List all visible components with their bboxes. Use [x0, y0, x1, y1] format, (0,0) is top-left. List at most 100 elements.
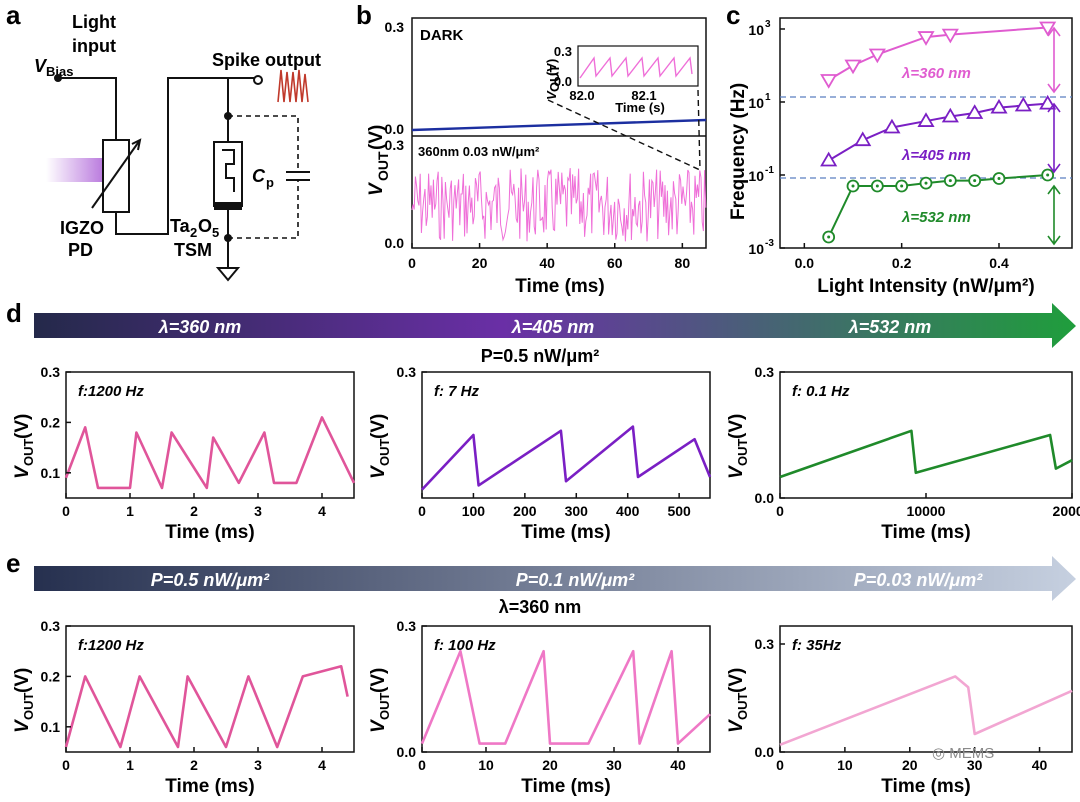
c-xtick-label: 0.2: [892, 255, 912, 271]
c-point-triangle-down: [941, 28, 959, 44]
e3-frame: [779, 625, 1073, 753]
d3-ylabel-v: V: [726, 465, 747, 479]
e2-freq-label: f: 100 Hz: [434, 637, 496, 654]
e1-ylabel-sub: OUT: [21, 693, 36, 721]
d2-plot: 0 100 200 300 400 500 0.3 f: 7 Hz Time (ms) VOUT …: [368, 364, 712, 543]
c-ytick-exp: -3: [765, 238, 774, 249]
d2-frame: [421, 371, 711, 499]
b-inset-ylabel-sub: OUT: [547, 65, 562, 93]
d3-xtick-label: 0: [776, 503, 784, 519]
arrow-head: [131, 138, 142, 151]
d2-xtick-label: 300: [565, 503, 589, 519]
spike-icon: [277, 69, 309, 103]
d2-xtick-label: 100: [462, 503, 486, 519]
c-point-triangle-up: [1039, 94, 1057, 110]
b-inset-xtick-2: 82.1: [631, 88, 656, 103]
c-ytick-exp: -1: [765, 165, 774, 176]
e3-ytick-label: 0.0: [755, 744, 775, 760]
ground-icon: [215, 267, 241, 282]
d-power-label: P=0.5 nW/μm²: [481, 346, 600, 366]
d1-ylabel-sub: OUT: [21, 439, 36, 467]
panel-label-a: a: [6, 0, 21, 30]
tsm-sub-2: 2: [190, 225, 197, 240]
b-plot-frame: [411, 17, 707, 249]
c-label-405: λ=405 nm: [901, 147, 971, 164]
d1-xlabel: Time (ms): [165, 522, 254, 543]
c-ytick-exp: 1: [765, 92, 771, 103]
e1-ylabel-v: V: [12, 719, 33, 733]
d1-ylabel-unit: (V): [12, 414, 33, 439]
d3-xlabel: Time (ms): [881, 522, 970, 543]
e2-xtick-label: 20: [542, 757, 558, 773]
e2-xtick-label: 40: [670, 757, 686, 773]
tsm-symbol: [222, 149, 235, 192]
d2-xlabel: Time (ms): [521, 522, 610, 543]
e2-ylabel-v: V: [368, 719, 389, 733]
d1-xtick-label: 1: [126, 503, 134, 519]
cp-label: C: [252, 166, 266, 186]
d2-xtick-label: 200: [513, 503, 537, 519]
panel-label-b: b: [356, 0, 372, 30]
cp-dashed-wire: [228, 115, 299, 239]
c-point-triangle-up: [966, 104, 984, 119]
tsm-label-2: TSM: [174, 240, 212, 260]
b-xtick-label: 0: [408, 255, 416, 271]
c-ytick-exp: 3: [765, 19, 771, 30]
c-label-360: λ=360 nm: [901, 65, 971, 82]
b-ytick-bot-1: 0.3: [385, 137, 405, 153]
c-x-ticks: 0.0 0.2 0.4: [795, 243, 1009, 271]
cp-subscript: p: [266, 175, 274, 190]
e3-freq-label: f: 35Hz: [792, 637, 842, 654]
output-terminal: [253, 75, 263, 85]
variable-arrow: [91, 139, 141, 209]
c-point-dot: [900, 184, 904, 188]
c-point-dot: [948, 179, 952, 183]
c-point-dot: [851, 184, 855, 188]
b-inset-ytick-2: 0.0: [554, 74, 572, 89]
tsm-label-o: O: [198, 216, 212, 236]
b-xtick-label: 20: [472, 255, 488, 271]
b-ytick-top-2: 0.0: [385, 121, 405, 137]
e3-ylabel-v: V: [726, 719, 747, 733]
b-inset-ytick-1: 0.3: [554, 44, 572, 59]
b-spike-trace: [411, 168, 707, 242]
tsm-sub-5: 5: [212, 225, 219, 240]
c-series: [820, 21, 1057, 244]
d2-ylabel-sub: OUT: [377, 439, 392, 467]
e3-ytick-label: 0.3: [755, 636, 775, 652]
d3-ytick-label: 0.0: [755, 490, 775, 506]
wire-bias: [58, 77, 117, 140]
e2-xtick-label: 0: [418, 757, 426, 773]
d1-ylabel-v: V: [12, 465, 33, 479]
c-point-dot: [875, 184, 879, 188]
igzo-photodiode: [102, 139, 130, 213]
c-series-line: [827, 173, 1048, 238]
e1-trace: [64, 664, 349, 749]
vbias-subscript: Bias: [46, 64, 73, 79]
b-xtick-label: 60: [607, 255, 623, 271]
b-zoom-line-2: [697, 89, 701, 171]
tsm-bar: [214, 202, 242, 210]
e-grad-label-3: P=0.03 nW/μm²: [854, 570, 983, 590]
b-inset-xtick-1: 82.0: [569, 88, 594, 103]
c-point-triangle-up: [941, 107, 959, 123]
c-point-triangle-down: [820, 74, 838, 89]
b-zoom-line-1: [547, 99, 701, 171]
b-inset-xlabel: Time (s): [615, 100, 665, 115]
b-ylabel-v: V: [366, 182, 387, 196]
c-ytick-base: 10: [748, 22, 764, 38]
b-inset-frame: [577, 45, 699, 87]
c-point-dot: [827, 235, 831, 239]
e3-ylabel-unit: (V): [726, 668, 747, 693]
e3-ylabel-sub: OUT: [735, 693, 750, 721]
d-grad-label-1: λ=360 nm: [158, 317, 242, 337]
c-xtick-label: 0.0: [795, 255, 815, 271]
